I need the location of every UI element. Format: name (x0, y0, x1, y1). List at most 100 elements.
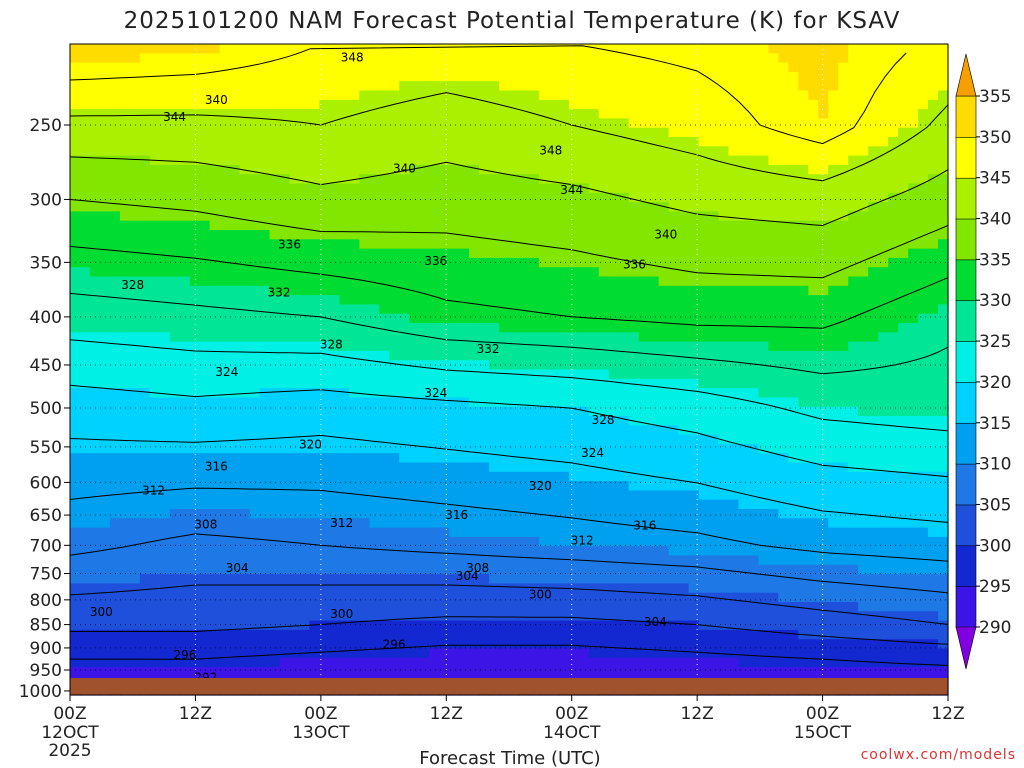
heatmap-cell (528, 657, 540, 668)
heatmap-cell (369, 332, 380, 343)
heatmap-cell (189, 583, 201, 594)
heatmap-cell (79, 369, 91, 380)
heatmap-cell (568, 341, 580, 352)
heatmap-cell (139, 499, 151, 510)
heatmap-cell (489, 81, 500, 92)
heatmap-cell (399, 443, 410, 454)
heatmap-cell (329, 648, 340, 659)
heatmap-cell (349, 155, 360, 166)
heatmap-cell (169, 509, 181, 519)
heatmap-cell (229, 481, 241, 491)
heatmap-cell (509, 118, 520, 129)
heatmap-cell (219, 509, 231, 519)
heatmap-cell (259, 239, 271, 250)
heatmap-cell (439, 499, 450, 510)
heatmap-cell (558, 602, 570, 612)
heatmap-cell (239, 220, 251, 231)
heatmap-cell (598, 369, 610, 380)
heatmap-cell (509, 490, 520, 501)
heatmap-cell (299, 546, 311, 557)
heatmap-cell (449, 620, 460, 631)
heatmap-cell (509, 202, 520, 212)
heatmap-cell (469, 629, 480, 640)
heatmap-cell (279, 602, 291, 612)
heatmap-cell (459, 378, 470, 389)
heatmap-cell (459, 109, 470, 119)
heatmap-cell (89, 471, 101, 482)
heatmap-cell (578, 620, 590, 631)
heatmap-cell (209, 62, 221, 73)
heatmap-cell (299, 53, 311, 64)
heatmap-cell (618, 546, 630, 557)
heatmap-cell (628, 62, 640, 73)
heatmap-cell (389, 164, 400, 175)
heatmap-cell (738, 453, 750, 464)
heatmap-cell (209, 388, 221, 398)
heatmap-cell (109, 648, 121, 659)
heatmap-cell (199, 499, 211, 510)
heatmap-cell (129, 648, 141, 659)
heatmap-cell (678, 230, 690, 240)
heatmap-cell (588, 137, 600, 147)
heatmap-cell (578, 285, 590, 296)
heatmap-cell (648, 620, 660, 631)
heatmap-cell (70, 574, 81, 584)
heatmap-cell (359, 202, 370, 212)
heatmap-cell (558, 443, 570, 454)
heatmap-cell (269, 239, 281, 250)
heatmap-cell (578, 155, 590, 166)
heatmap-cell (219, 90, 231, 101)
heatmap-cell (409, 248, 420, 259)
heatmap-cell (758, 127, 770, 138)
heatmap-cell (119, 564, 131, 575)
heatmap-cell (509, 388, 520, 398)
heatmap-cell (169, 648, 181, 659)
heatmap-cell (449, 602, 460, 612)
heatmap-cell (738, 481, 750, 491)
heatmap-cell (299, 490, 311, 501)
heatmap-cell (638, 109, 650, 119)
heatmap-cell (728, 350, 740, 361)
heatmap-cell (758, 397, 770, 408)
heatmap-cell (269, 146, 281, 157)
heatmap-cell (768, 667, 779, 677)
heatmap-cell (678, 499, 690, 510)
heatmap-cell (728, 639, 740, 650)
heatmap-cell (658, 397, 670, 408)
heatmap-cell (389, 518, 400, 529)
heatmap-cell (319, 183, 331, 194)
heatmap-cell (518, 416, 530, 426)
heatmap-cell (618, 62, 630, 73)
heatmap-cell (279, 657, 291, 668)
heatmap-cell (538, 220, 550, 231)
heatmap-cell (658, 109, 670, 119)
heatmap-cell (509, 341, 520, 352)
heatmap-cell (429, 406, 440, 417)
heatmap-cell (379, 527, 390, 538)
heatmap-cell (419, 137, 430, 147)
heatmap-cell (608, 99, 620, 110)
heatmap-cell (678, 648, 690, 659)
heatmap-cell (389, 174, 400, 185)
heatmap-cell (70, 295, 81, 305)
heatmap-cell (718, 378, 730, 389)
heatmap-cell (119, 639, 131, 650)
heatmap-cell (658, 137, 670, 147)
heatmap-cell (269, 202, 281, 212)
heatmap-cell (189, 295, 201, 305)
heatmap-cell (299, 109, 311, 119)
heatmap-cell (528, 546, 540, 557)
heatmap-cell (459, 276, 470, 287)
heatmap-cell (708, 527, 720, 538)
heatmap-cell (70, 164, 81, 175)
heatmap-cell (658, 248, 670, 259)
heatmap-cell (99, 248, 111, 259)
heatmap-cell (518, 639, 530, 650)
heatmap-cell (479, 443, 490, 454)
heatmap-cell (269, 174, 281, 185)
heatmap-cell (568, 285, 580, 296)
heatmap-cell (688, 44, 700, 54)
heatmap-cell (509, 406, 520, 417)
heatmap-cell (469, 509, 480, 519)
heatmap-cell (429, 276, 440, 287)
